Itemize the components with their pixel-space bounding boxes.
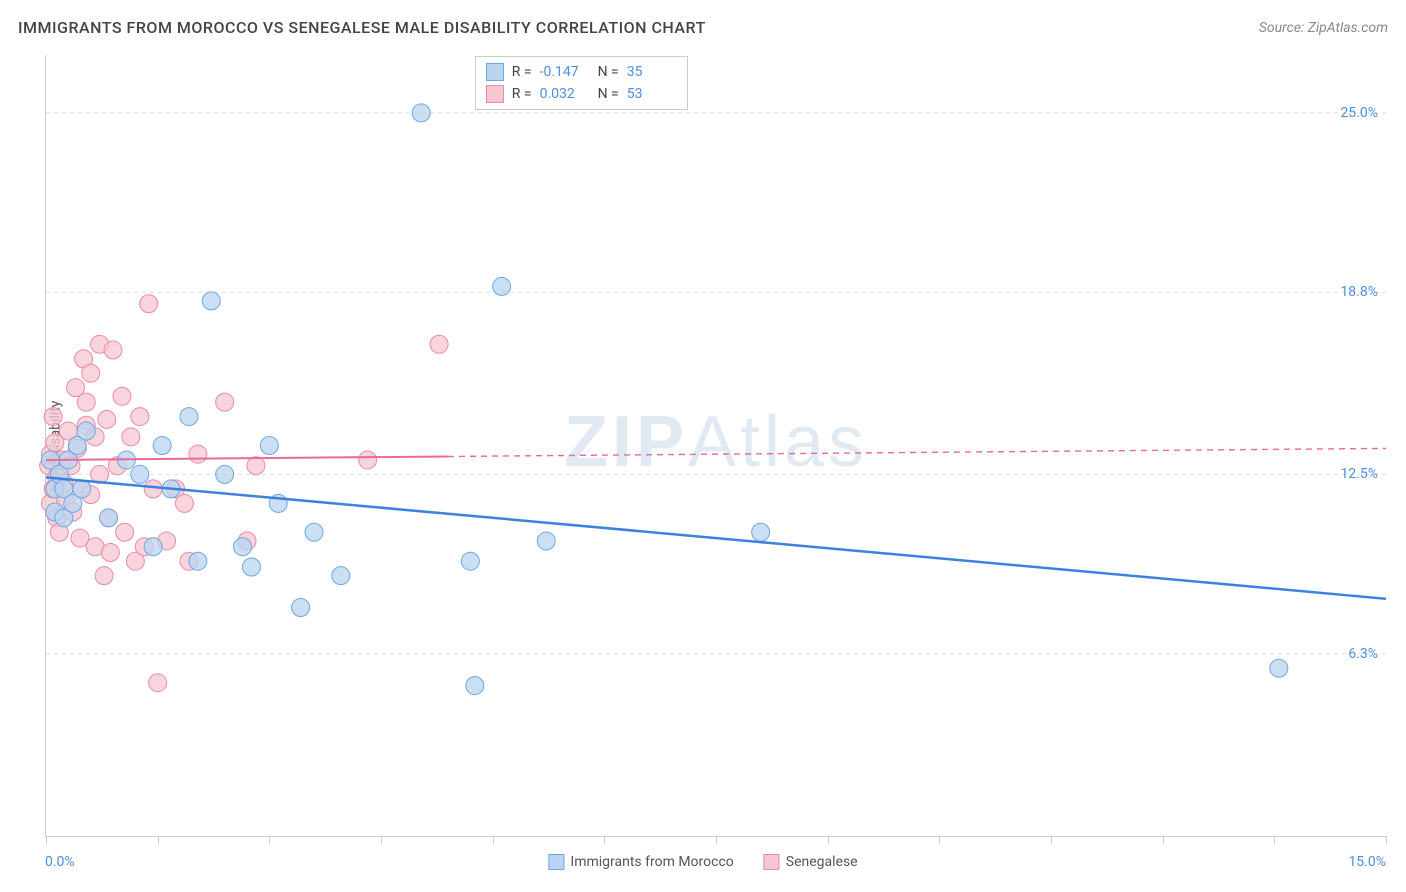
scatter-point — [140, 295, 158, 313]
stats-label-r: R = — [512, 86, 532, 102]
scatter-point — [189, 552, 207, 570]
trend-line-dashed — [448, 448, 1386, 456]
scatter-point — [104, 341, 122, 359]
scatter-point — [1270, 659, 1288, 677]
scatter-point — [242, 558, 260, 576]
swatch-series-0 — [486, 63, 504, 81]
swatch-series-1 — [486, 85, 504, 103]
scatter-point — [466, 677, 484, 695]
trend-line-solid — [46, 456, 448, 459]
scatter-point — [100, 509, 118, 527]
chart-container: IMMIGRANTS FROM MOROCCO VS SENEGALESE MA… — [0, 0, 1406, 892]
stats-n-0: 35 — [627, 64, 677, 80]
stats-label-r: R = — [512, 64, 532, 80]
scatter-point — [153, 437, 171, 455]
stats-r-0: -0.147 — [540, 64, 590, 80]
chart-title: IMMIGRANTS FROM MOROCCO VS SENEGALESE MA… — [18, 18, 706, 37]
scatter-point — [216, 465, 234, 483]
stats-r-1: 0.032 — [540, 86, 590, 102]
scatter-point — [116, 523, 134, 541]
legend-item-1: Senegalese — [764, 854, 858, 870]
y-tick-label: 12.5% — [1340, 466, 1378, 482]
plot-area: ZIPAtlas R = -0.147 N = 35 R = 0.032 N =… — [45, 55, 1386, 837]
scatter-point — [149, 674, 167, 692]
x-tick — [939, 836, 940, 844]
y-tick-label: 25.0% — [1340, 105, 1378, 121]
bottom-legend: Immigrants from Morocco Senegalese — [548, 854, 857, 870]
scatter-point — [144, 538, 162, 556]
scatter-point — [95, 567, 113, 585]
scatter-point — [752, 523, 770, 541]
x-tick — [1386, 836, 1387, 844]
stats-row-0: R = -0.147 N = 35 — [486, 61, 677, 83]
scatter-point — [493, 277, 511, 295]
scatter-point — [122, 428, 140, 446]
stats-n-1: 53 — [627, 86, 677, 102]
scatter-point — [77, 393, 95, 411]
x-tick — [828, 836, 829, 844]
x-axis-min-label: 0.0% — [45, 854, 75, 870]
stats-label-n: N = — [598, 86, 619, 102]
scatter-point — [101, 544, 119, 562]
stats-label-n: N = — [598, 64, 619, 80]
stats-row-1: R = 0.032 N = 53 — [486, 83, 677, 105]
x-axis-max-label: 15.0% — [1348, 854, 1386, 870]
x-tick — [269, 836, 270, 844]
scatter-point — [216, 393, 234, 411]
scatter-point — [412, 104, 430, 122]
x-tick — [604, 836, 605, 844]
scatter-point — [292, 598, 310, 616]
scatter-point — [461, 552, 479, 570]
x-tick — [493, 836, 494, 844]
scatter-point — [234, 538, 252, 556]
x-tick — [1274, 836, 1275, 844]
scatter-point — [82, 364, 100, 382]
stats-legend-box: R = -0.147 N = 35 R = 0.032 N = 53 — [475, 56, 688, 110]
scatter-point — [144, 480, 162, 498]
y-tick-label: 18.8% — [1340, 284, 1378, 300]
scatter-point — [77, 422, 95, 440]
scatter-point — [113, 387, 131, 405]
y-tick-label: 6.3% — [1348, 646, 1378, 662]
title-bar: IMMIGRANTS FROM MOROCCO VS SENEGALESE MA… — [18, 18, 1388, 37]
x-tick — [716, 836, 717, 844]
scatter-point — [359, 451, 377, 469]
legend-label-0: Immigrants from Morocco — [570, 854, 733, 870]
x-tick — [1051, 836, 1052, 844]
scatter-point — [305, 523, 323, 541]
scatter-point — [202, 292, 220, 310]
scatter-point — [131, 465, 149, 483]
legend-label-1: Senegalese — [786, 854, 858, 870]
x-tick — [158, 836, 159, 844]
scatter-point — [180, 408, 198, 426]
plot-svg — [46, 55, 1386, 836]
legend-item-0: Immigrants from Morocco — [548, 854, 733, 870]
scatter-point — [260, 437, 278, 455]
scatter-point — [537, 532, 555, 550]
scatter-point — [44, 408, 62, 426]
x-tick — [381, 836, 382, 844]
scatter-point — [98, 410, 116, 428]
source-label: Source: ZipAtlas.com — [1259, 20, 1388, 36]
scatter-point — [189, 445, 207, 463]
legend-swatch-1 — [764, 854, 780, 870]
scatter-point — [332, 567, 350, 585]
legend-swatch-0 — [548, 854, 564, 870]
scatter-point — [430, 335, 448, 353]
x-tick — [1163, 836, 1164, 844]
scatter-point — [175, 494, 193, 512]
scatter-point — [73, 480, 91, 498]
scatter-point — [247, 457, 265, 475]
x-tick — [46, 836, 47, 844]
scatter-point — [131, 408, 149, 426]
